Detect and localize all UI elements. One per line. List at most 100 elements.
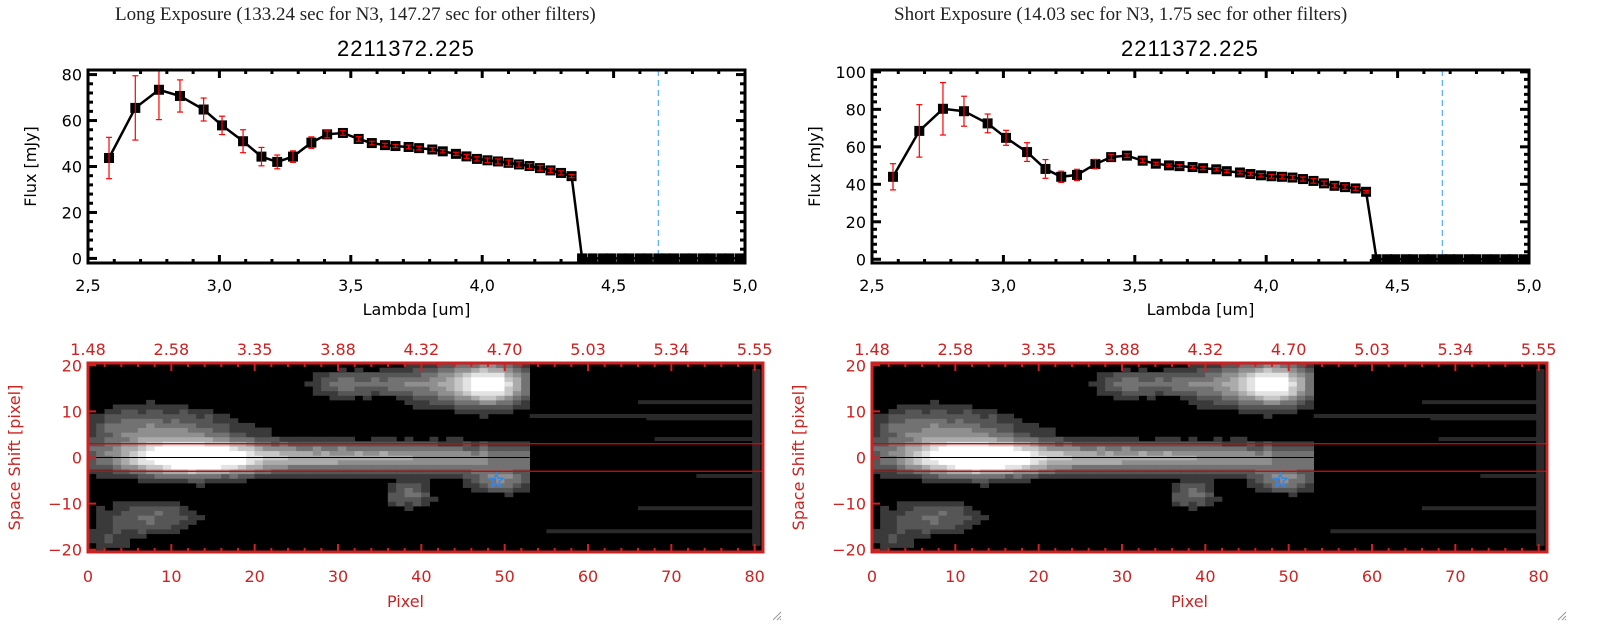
x-tick-label: 60 [1362, 567, 1382, 586]
error-bar [1108, 153, 1115, 161]
image-streak [1330, 529, 1539, 534]
x-tick-label: 10 [945, 567, 965, 586]
x-tick-label: 30 [1112, 567, 1132, 586]
y-tick-label: −20 [48, 541, 82, 560]
error-bar [1299, 176, 1306, 182]
error-bar [515, 161, 522, 168]
error-bar [1058, 170, 1065, 184]
error-bar [1152, 161, 1159, 166]
x-tick-label: 2,5 [859, 276, 884, 295]
image-streak [638, 400, 755, 405]
image-streak [1313, 414, 1539, 419]
top-wavelength-tick-label: 5.34 [1438, 340, 1474, 359]
error-bar [960, 95, 967, 127]
error-bar [505, 159, 512, 167]
x-tick-label: 3,5 [1122, 276, 1147, 295]
error-bar [405, 144, 412, 150]
long-exposure-title: Long Exposure (133.24 sec for N3, 147.27… [115, 4, 596, 25]
long-exposure-2d-spectrum: 0 1.48 10 2.58 20 3.35 30 3.88 40 4.32 50 4.70 60 5.0… [5, 340, 772, 611]
short-exposure-object-id: 2211372.225 [1121, 36, 1259, 61]
x-tick-label: 70 [661, 567, 681, 586]
resize-grip-right[interactable] [1555, 606, 1567, 621]
image-streak [654, 437, 755, 442]
image-streak [546, 529, 755, 534]
error-bar [416, 145, 423, 151]
y-tick-label: −10 [832, 495, 866, 514]
resize-grip-left[interactable] [770, 606, 782, 621]
data-point [616, 253, 627, 264]
x-tick-label: 0 [867, 567, 877, 586]
data-point [1463, 254, 1474, 265]
x-tick-label: 60 [578, 567, 598, 586]
data-point [716, 253, 727, 264]
y-axis-title: Flux [mJy] [805, 126, 824, 207]
y-tick-label: 10 [846, 402, 866, 421]
error-bar [1165, 163, 1172, 168]
image-streak [646, 416, 755, 421]
error-bar [1257, 173, 1264, 178]
error-bar [289, 150, 296, 163]
x-tick-label: 4,5 [601, 276, 626, 295]
image-streak [696, 473, 755, 478]
short-exposure-title: Short Exposure (14.03 sec for N3, 1.75 s… [894, 4, 1348, 25]
image-streak [638, 506, 755, 511]
y-tick-label: 0 [72, 449, 82, 468]
y-tick-label: 40 [62, 158, 82, 177]
y-axis-title: Space Shift [pixel] [5, 385, 24, 531]
top-wavelength-tick-label: 5.55 [737, 340, 773, 359]
top-wavelength-tick-label: 2.58 [154, 340, 190, 359]
image-streak [529, 414, 755, 419]
data-point [661, 253, 672, 264]
y-tick-label: 100 [835, 63, 866, 82]
y-tick-label: 80 [62, 66, 82, 85]
x-tick-label: 20 [1028, 567, 1048, 586]
top-wavelength-tick-label: 3.35 [237, 340, 273, 359]
error-bar [1200, 166, 1207, 171]
error-bar [1176, 164, 1183, 169]
error-bar [939, 81, 946, 136]
y-tick-label: 20 [62, 203, 82, 222]
x-tick-label: 0 [83, 567, 93, 586]
x-tick-label: 30 [328, 567, 348, 586]
y-tick-label: 60 [846, 138, 866, 157]
top-wavelength-tick-label: 1.48 [854, 340, 890, 359]
source-star-marker [1271, 471, 1289, 488]
error-bar [494, 158, 501, 165]
data-point [598, 253, 609, 264]
y-axis-title: Flux [mJy] [21, 126, 40, 207]
x-tick-label: 70 [1445, 567, 1465, 586]
error-bar [355, 136, 362, 142]
x-tick-label: 10 [161, 567, 181, 586]
top-wavelength-tick-label: 4.32 [1188, 340, 1224, 359]
top-wavelength-tick-label: 4.70 [487, 340, 523, 359]
y-axis-title: Space Shift [pixel] [789, 385, 808, 531]
x-tick-label: 2,5 [75, 276, 100, 295]
y-tick-label: 0 [856, 449, 866, 468]
error-bar [916, 104, 923, 158]
x-tick-label: 5,0 [732, 276, 757, 295]
error-bar [1342, 184, 1349, 190]
data-point [669, 253, 680, 264]
data-point [1489, 254, 1500, 265]
error-bar [1139, 158, 1146, 164]
error-bar [1352, 185, 1359, 191]
y-tick-label: 20 [62, 356, 82, 375]
x-axis-title: Lambda [um] [1147, 300, 1255, 319]
error-bar [392, 143, 399, 149]
y-tick-label: 60 [62, 112, 82, 131]
error-bar [1289, 174, 1296, 181]
y-tick-label: 10 [62, 402, 82, 421]
error-bar [1123, 153, 1130, 159]
x-tick-label: 4,0 [469, 276, 494, 295]
y-tick-label: 0 [72, 249, 82, 268]
x-tick-label: 50 [494, 567, 514, 586]
x-tick-label: 4,5 [1385, 276, 1410, 295]
error-bar [1268, 173, 1275, 179]
error-bar [1003, 129, 1010, 146]
image-streak [1438, 437, 1539, 442]
error-bar [1024, 142, 1031, 163]
image-streak [1480, 473, 1539, 478]
top-wavelength-tick-label: 4.70 [1271, 340, 1307, 359]
top-wavelength-tick-label: 3.88 [320, 340, 356, 359]
